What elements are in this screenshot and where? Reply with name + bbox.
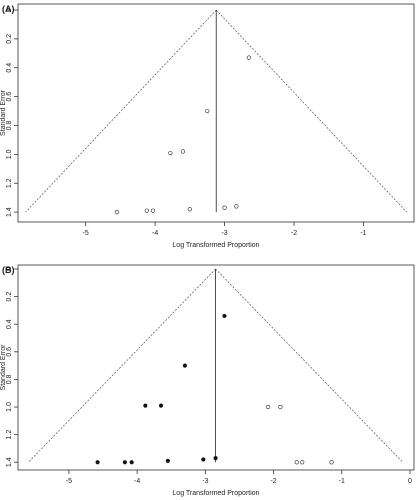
panel-b-open-point [294, 460, 299, 465]
panel-a-y-tick-label: 0.6 [6, 92, 13, 102]
panel-a-open-point [144, 208, 149, 213]
panel-b-filled-point [222, 313, 227, 319]
panel-b-y-tick-label: 0.2 [6, 292, 13, 302]
panel-a-y-tick-label: 1.2 [6, 178, 13, 188]
panel-a-x-axis-label: Log Transformed Proportion [172, 242, 259, 249]
panel-b-open-point [278, 404, 283, 410]
panel-b-filled-point [95, 460, 100, 465]
panel-a-open-point [187, 207, 192, 212]
panel-a-x-tick-label: -5 [83, 230, 89, 237]
panel-a-y-axis-label: Standard Error [0, 89, 7, 136]
panel-b-y-axis-label: Standard Error [0, 344, 7, 391]
panel-b-x-tick-label: -3 [202, 478, 208, 485]
panel-a-plot-frame [17, 3, 415, 223]
panel-b-open-point [300, 460, 305, 465]
panel-b-filled-point [213, 455, 218, 461]
panel-a-open-point [168, 150, 173, 156]
panel-a-open-point [150, 208, 156, 213]
panel-a-y-tick-label: 1.4 [6, 207, 13, 217]
panel-a-funnel-right-line [215, 9, 408, 213]
panel-a-label: (A) [2, 4, 15, 14]
panel-b-x-tick-label: 0 [408, 478, 412, 485]
panel-b-x-tick-label: -4 [134, 478, 140, 485]
panel-b-open-point [329, 460, 334, 465]
panel-b-funnel-left-line [28, 268, 216, 463]
panel-b-x-tick-label: -1 [339, 478, 345, 485]
panel-a-funnel-left-line [25, 9, 217, 213]
panel-b-y-tick-label: 0.6 [6, 347, 13, 357]
panel-b-filled-point [165, 458, 170, 463]
panel-b-funnel-right-line [215, 268, 404, 463]
panel-a-x-tick-label: -3 [221, 230, 227, 237]
panel-a-x-tick-label: -4 [152, 230, 158, 237]
panel-a-open-point [205, 108, 210, 114]
panel-a-open-point [246, 55, 251, 60]
panel-a-x-tick-label: -1 [360, 230, 366, 237]
panel-a-open-point [234, 204, 239, 209]
panel-a-open-point [180, 149, 185, 154]
panel-b-plot-frame [17, 264, 415, 471]
panel-b-label: (B) [2, 265, 15, 275]
panel-b-y-tick-label: 0 [6, 267, 13, 271]
panel-b-filled-point [122, 460, 127, 465]
panel-a-open-point [222, 205, 227, 210]
panel-a-y-tick-label: 0.8 [6, 121, 13, 131]
panel-b: (B) -5 -4 -3 -2 -1 0 0 0.2 0.4 0.6 0.8 1.0 1.2 1.4 Log … [0, 264, 415, 497]
panel-b-filled-point [182, 363, 187, 368]
panel-a-open-point [114, 210, 120, 215]
panel-b-filled-point [158, 403, 164, 408]
panel-b-y-tick-label: 1.0 [6, 402, 13, 412]
panel-b-x-tick-label: -5 [66, 478, 72, 485]
panel-a-y-tick-label: 0 [6, 8, 13, 12]
panel-b-y-tick-label: 1.4 [6, 457, 13, 467]
panel-a-y-tick-label: 0.4 [6, 63, 13, 73]
panel-b-x-tick-label: -2 [270, 478, 276, 485]
panel-b-filled-point [129, 460, 134, 465]
panel-b-filled-point [143, 403, 148, 408]
panel-b-filled-point [201, 457, 206, 462]
panel-b-open-point [266, 404, 271, 410]
panel-a-x-tick-label: -2 [291, 230, 297, 237]
panel-a-y-tick-label: 0.2 [6, 34, 13, 44]
panel-a: (A) -5 -4 -3 -2 -1 0 0.2 0.4 0.6 0.8 1.0 1.2 1.4 Log T… [0, 3, 415, 249]
panel-a-y-tick-label: 1.0 [6, 149, 13, 159]
panel-b-x-axis-label: Log Transformed Proportion [172, 490, 259, 497]
panel-b-y-tick-label: 0.8 [6, 374, 13, 384]
panel-b-y-tick-label: 0.4 [6, 319, 13, 329]
panel-b-y-tick-label: 1.2 [6, 430, 13, 440]
